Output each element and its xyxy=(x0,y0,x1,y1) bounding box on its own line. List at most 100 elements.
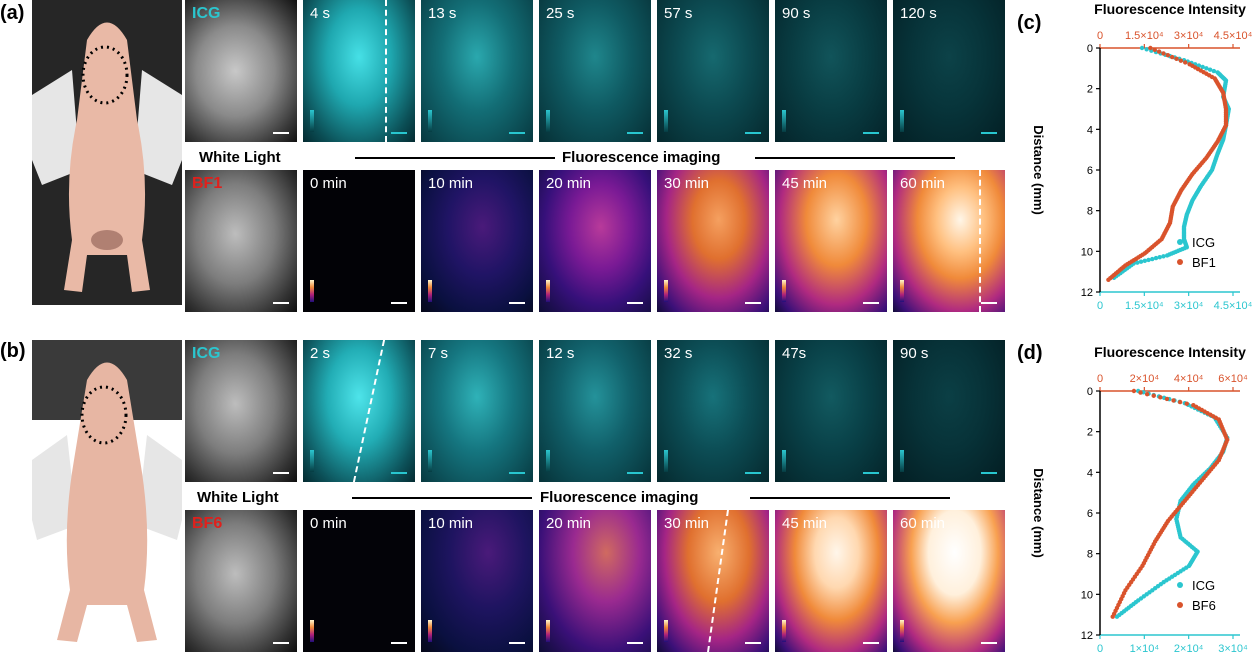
data-point-icg xyxy=(1146,257,1151,263)
data-point-bf1 xyxy=(1178,58,1184,63)
colorbar xyxy=(428,110,432,132)
icg-tag: ICG xyxy=(192,5,221,22)
colorbar xyxy=(900,280,904,302)
scale-bar xyxy=(273,132,289,134)
colorbar xyxy=(310,110,314,132)
y-tick-label: 6 xyxy=(1087,508,1093,520)
time-label: 20 min xyxy=(546,515,592,532)
bf-image-a-6: 60 min xyxy=(893,170,1005,312)
colorbar xyxy=(900,450,904,472)
scale-bar xyxy=(509,642,525,644)
data-point-bf1 xyxy=(1156,49,1162,54)
bottom-tick-label: 0 xyxy=(1097,300,1103,310)
dashed-line xyxy=(707,510,729,652)
data-point-bf6 xyxy=(1138,390,1143,395)
time-label: 10 min xyxy=(428,175,474,192)
colorbar xyxy=(428,620,432,642)
icg-image-a-3: 25 s xyxy=(539,0,651,142)
data-point-bf6 xyxy=(1164,396,1170,402)
y-tick-label: 8 xyxy=(1087,549,1093,561)
y-tick-label: 6 xyxy=(1087,165,1093,177)
data-point-icg xyxy=(1157,255,1162,260)
data-point-bf6 xyxy=(1144,391,1150,397)
scale-bar xyxy=(627,302,643,304)
data-point-bf6 xyxy=(1151,393,1156,398)
time-label: 0 min xyxy=(310,175,347,192)
colorbar xyxy=(428,450,432,472)
time-label: 4 s xyxy=(310,5,331,22)
data-point-icg xyxy=(1200,64,1205,70)
icg-image-a-2: 13 s xyxy=(421,0,533,142)
dashed-line xyxy=(352,340,386,482)
time-label: 30 min xyxy=(664,515,710,532)
bottom-tick-label: 1×10⁴ xyxy=(1130,643,1160,655)
time-label: 13 s xyxy=(428,5,457,22)
scale-bar xyxy=(981,132,997,134)
colorbar xyxy=(310,280,314,302)
data-point-bf1 xyxy=(1148,45,1153,51)
time-label: 90 s xyxy=(782,5,811,22)
bottom-tick-label: 1.5×10⁴ xyxy=(1125,300,1164,310)
panel-letter-b: (b) xyxy=(0,340,26,362)
scale-bar xyxy=(273,302,289,304)
icg-image-b-5: 47s xyxy=(775,340,887,482)
chart-title: Fluorescence Intensity xyxy=(1094,1,1246,17)
scale-bar xyxy=(391,472,407,474)
mouse-photo-b xyxy=(32,340,182,645)
top-tick-label: 2×10⁴ xyxy=(1130,373,1160,385)
y-tick-label: 0 xyxy=(1087,43,1093,55)
white-light-image-a-bf: BF1 xyxy=(185,170,297,312)
time-label: 45 min xyxy=(782,175,828,192)
scale-bar xyxy=(863,642,879,644)
legend-marker xyxy=(1177,582,1183,588)
data-point-icg xyxy=(1211,68,1217,74)
bf-image-a-2: 10 min xyxy=(421,170,533,312)
panel-letter-d: (d) xyxy=(1017,342,1043,364)
y-axis-title: Distance (mm) xyxy=(1031,468,1046,558)
panel-letter-a: (a) xyxy=(0,2,25,24)
scale-bar xyxy=(391,132,407,134)
y-tick-label: 2 xyxy=(1087,84,1093,96)
data-point-bf1 xyxy=(1106,277,1111,282)
bf-image-b-2: 10 min xyxy=(421,510,533,652)
scale-bar xyxy=(981,472,997,474)
colorbar xyxy=(900,110,904,132)
data-point-icg xyxy=(1114,614,1120,619)
data-point-icg xyxy=(1207,67,1213,72)
colorbar xyxy=(664,110,668,132)
data-point-icg xyxy=(1142,258,1147,264)
bf-image-b-1: 0 min xyxy=(303,510,415,652)
time-label: 47s xyxy=(782,345,807,362)
intensity-profile-chart-c: Fluorescence Intensity 0 1.5×10⁴ 3×10⁴ 4.5×1… xyxy=(1031,1,1253,310)
colorbar xyxy=(664,450,668,472)
time-label: 60 min xyxy=(900,515,946,532)
colorbar xyxy=(546,450,550,472)
time-label: 45 min xyxy=(782,515,828,532)
divider-line xyxy=(355,157,555,159)
data-point-bf1 xyxy=(1174,56,1179,62)
colorbar xyxy=(782,110,786,132)
colorbar xyxy=(900,620,904,642)
scale-bar xyxy=(509,472,525,474)
scale-bar xyxy=(863,472,879,474)
legend-label: BF1 xyxy=(1192,255,1216,270)
legend-marker xyxy=(1177,239,1183,245)
mouse-photo-a xyxy=(32,0,182,305)
colorbar xyxy=(428,280,432,302)
icg-image-a-4: 57 s xyxy=(657,0,769,142)
scale-bar xyxy=(745,472,761,474)
icg-image-a-6: 120 s xyxy=(893,0,1005,142)
bottom-tick-label: 3×10⁴ xyxy=(1174,300,1204,310)
scale-bar xyxy=(745,302,761,304)
divider-line xyxy=(750,497,950,499)
time-label: 25 s xyxy=(546,5,575,22)
bf-image-b-3: 20 min xyxy=(539,510,651,652)
dashed-line xyxy=(979,170,981,312)
white-light-image-a-icg: ICG xyxy=(185,0,297,142)
y-tick-label: 10 xyxy=(1081,589,1093,601)
y-tick-label: 10 xyxy=(1081,246,1093,258)
time-label: 7 s xyxy=(428,345,449,362)
y-axis-title: Distance (mm) xyxy=(1031,125,1046,215)
colorbar xyxy=(664,280,668,302)
icg-image-a-5: 90 s xyxy=(775,0,887,142)
